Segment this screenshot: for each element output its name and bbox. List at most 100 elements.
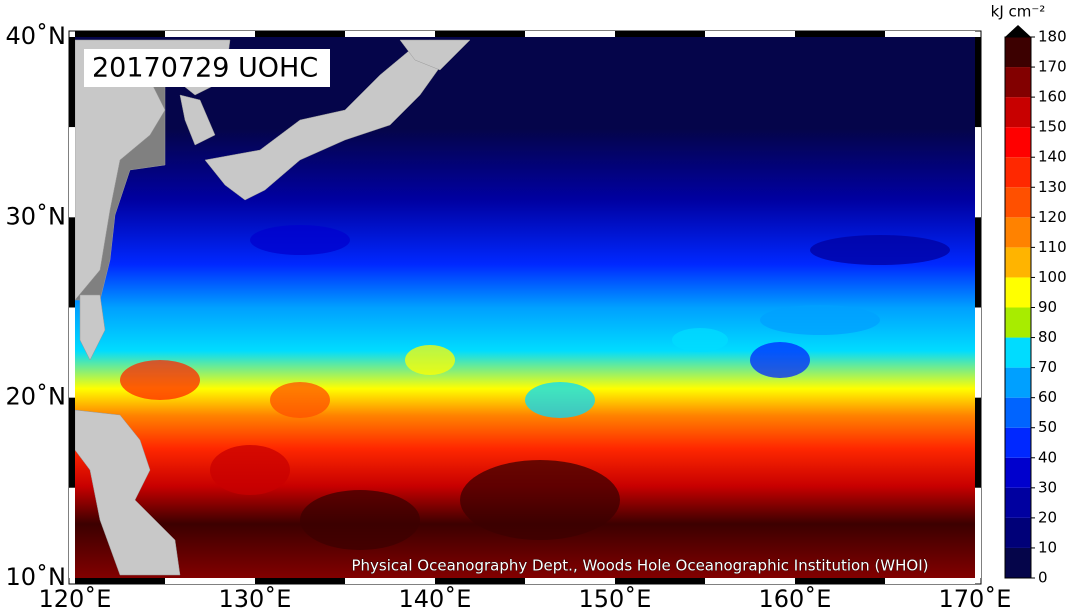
field-patch: [525, 382, 595, 418]
field-patch: [270, 382, 330, 418]
colorbar-bin: [1005, 127, 1031, 158]
colorbar-tick-label: 70: [1038, 358, 1057, 376]
frame-segment: [705, 31, 795, 37]
colorbar-bin: [1005, 397, 1031, 428]
lon-label: 120˚E: [39, 585, 112, 613]
colorbar-bin: [1005, 457, 1031, 488]
colorbar-tick-label: 10: [1038, 538, 1057, 556]
lat-label: 10˚N: [6, 563, 67, 591]
frame-segment: [75, 578, 165, 584]
colorbar-tick-label: 180: [1038, 28, 1067, 46]
colorbar-over-arrow: [1005, 25, 1031, 37]
frame-segment: [69, 37, 75, 128]
frame-segment: [975, 37, 981, 128]
colorbar-tick-label: 100: [1038, 268, 1067, 286]
frame-segment: [345, 578, 435, 584]
colorbar-bin: [1005, 547, 1031, 578]
map-frame: [68, 30, 982, 585]
colorbar-tick-label: 130: [1038, 178, 1067, 196]
frame-segment: [69, 307, 75, 398]
colorbar-tick-label: 80: [1038, 328, 1057, 346]
frame-segment: [69, 487, 75, 578]
colorbar-tick-label: 170: [1038, 58, 1067, 76]
frame-segment: [615, 578, 705, 584]
colorbar-bin: [1005, 247, 1031, 278]
lon-label: 170˚E: [939, 585, 1012, 613]
colorbar-unit: kJ cm⁻²: [991, 3, 1046, 21]
frame-segment: [795, 31, 885, 37]
colorbar-bin: [1005, 487, 1031, 518]
frame-segment: [75, 31, 165, 37]
frame-segment: [435, 578, 525, 584]
frame-segment: [975, 397, 981, 488]
frame-segment: [165, 31, 255, 37]
colorbar-tick-label: 160: [1038, 88, 1067, 106]
colorbar-bin: [1005, 187, 1031, 218]
colorbar-tick-label: 50: [1038, 418, 1057, 436]
frame-segment: [795, 578, 885, 584]
map-title: 20170729 UOHC: [92, 53, 318, 84]
lon-label: 150˚E: [579, 585, 652, 613]
title-box: [84, 49, 330, 87]
field-patch: [760, 305, 880, 335]
frame-segment: [255, 578, 345, 584]
frame-segment: [975, 127, 981, 218]
colorbar-tick-label: 110: [1038, 238, 1067, 256]
lon-label: 140˚E: [399, 585, 472, 613]
lon-label: 160˚E: [759, 585, 832, 613]
field-patch: [405, 345, 455, 375]
field-texture: [120, 225, 950, 550]
frame-segment: [615, 31, 705, 37]
frame-segment: [345, 31, 435, 37]
frame-segment: [975, 307, 981, 398]
colorbar-bin: [1005, 157, 1031, 188]
colorbar-tick-label: 140: [1038, 148, 1067, 166]
frame-segment: [69, 217, 75, 308]
colorbar-tick-label: 60: [1038, 388, 1057, 406]
field-patch: [300, 490, 420, 550]
colorbar-tick-label: 0: [1038, 569, 1048, 587]
colorbar-bin: [1005, 37, 1031, 68]
frame-segment: [69, 127, 75, 218]
lat-label: 20˚N: [6, 383, 67, 411]
credit: Physical Oceanography Dept., Woods Hole …: [352, 557, 929, 575]
frame-segment: [255, 31, 345, 37]
lon-label: 130˚E: [219, 585, 292, 613]
colorbar-tick-label: 120: [1038, 208, 1067, 226]
colorbar-bin: [1005, 367, 1031, 398]
field-patch: [250, 225, 350, 255]
frame-segment: [885, 578, 975, 584]
colorbar-bin: [1005, 67, 1031, 98]
colorbar: 0 10 20 30 40 50 60 70 80 90 100 110 120 130 140 150 160…: [1004, 25, 1067, 587]
field-patch: [810, 235, 950, 265]
frame-segment: [885, 31, 975, 37]
frame-segment: [69, 397, 75, 488]
field-patch: [460, 460, 620, 540]
frame-segment: [525, 578, 615, 584]
colorbar-bin: [1005, 307, 1031, 338]
colorbar-tick-label: 40: [1038, 448, 1057, 466]
colorbar-tick-label: 150: [1038, 118, 1067, 136]
frame-segment: [975, 487, 981, 578]
field-patch: [672, 328, 728, 352]
colorbar-tick-label: 20: [1038, 508, 1057, 526]
frame-segment: [525, 31, 615, 37]
colorbar-bin: [1005, 277, 1031, 308]
frame-segment: [705, 578, 795, 584]
colorbar-bin: [1005, 97, 1031, 128]
field-patch: [210, 445, 290, 495]
lat-label: 30˚N: [6, 202, 67, 230]
frame-segment: [165, 578, 255, 584]
land: [74, 39, 471, 576]
lat-label: 40˚N: [6, 22, 67, 50]
frame-segment: [975, 217, 981, 308]
colorbar-tick-label: 90: [1038, 298, 1057, 316]
colorbar-bin: [1005, 517, 1031, 548]
colorbar-bin: [1005, 217, 1031, 248]
colorbar-bin: [1005, 337, 1031, 368]
field-patch: [750, 342, 810, 378]
colorbar-tick-label: 30: [1038, 478, 1057, 496]
frame-segment: [435, 31, 525, 37]
colorbar-bin: [1005, 427, 1031, 458]
